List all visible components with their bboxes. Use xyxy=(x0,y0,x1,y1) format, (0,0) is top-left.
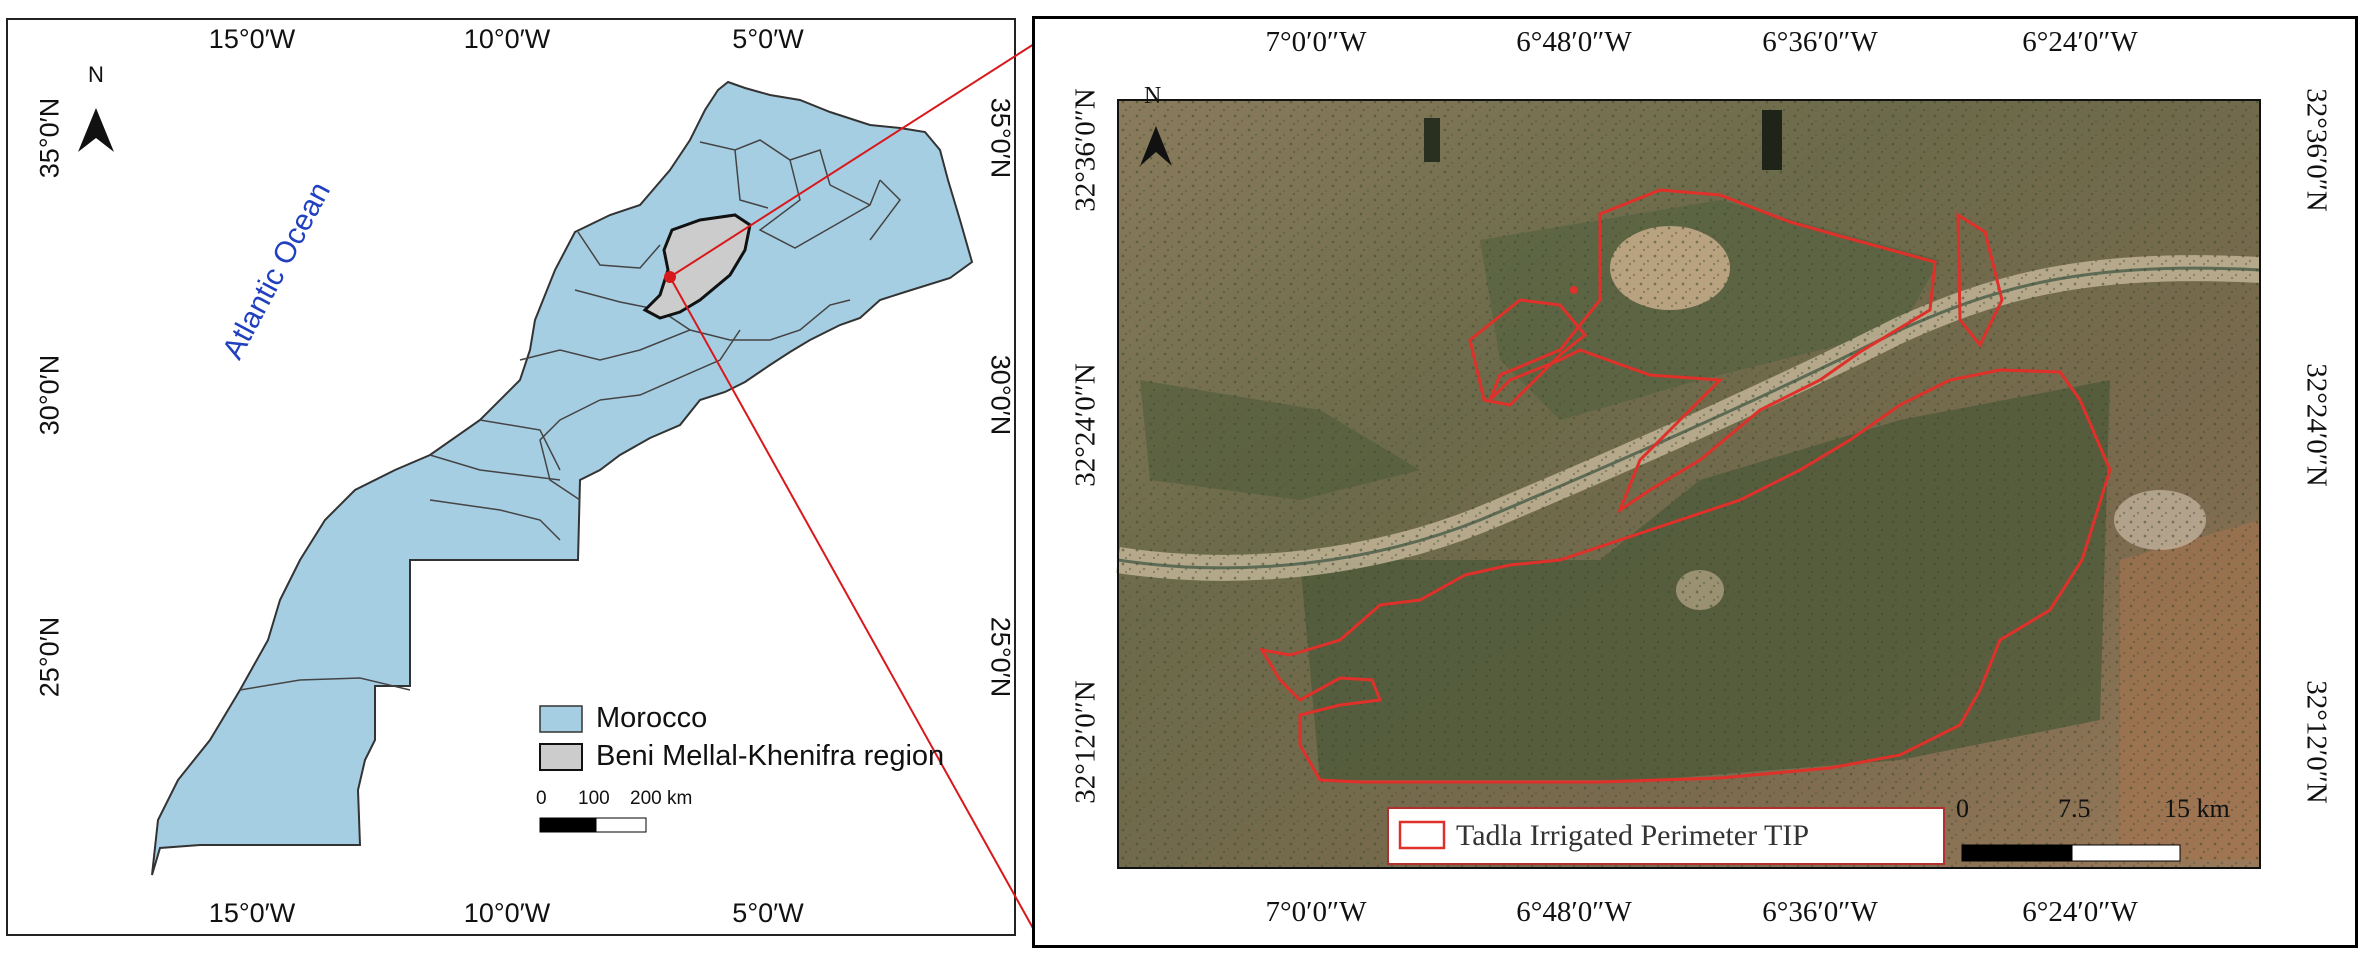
right-top-lon-label: 6°24′0″W xyxy=(2022,26,2138,58)
left-top-lon-label: 5°0′W xyxy=(732,24,804,54)
scale-tick-label: 200 km xyxy=(630,788,693,809)
right-scale-tick-label: 0 xyxy=(1956,794,1969,823)
legend-swatch-morocco xyxy=(539,705,583,733)
scale-tick-label: 0 xyxy=(536,788,547,809)
right-scale-bar-black xyxy=(1961,844,2073,862)
tip-marker xyxy=(1570,286,1578,294)
right-scale-bar-white xyxy=(2071,844,2181,862)
tip-boundary-northwest xyxy=(1468,298,1588,407)
tip-legend-swatch xyxy=(1398,820,1446,850)
right-bottom-lon-label: 7°0′0″W xyxy=(1265,896,1367,928)
morocco-map-svg xyxy=(78,43,1035,931)
tip-legend-box xyxy=(1387,807,1945,865)
right-scale-tick-label: 7.5 xyxy=(2058,794,2091,823)
north-label: N xyxy=(88,62,104,87)
tip-boundary xyxy=(1259,188,2112,784)
tip-boundary-northeast xyxy=(1956,212,2004,348)
left-bottom-lon-label: 5°0′W xyxy=(732,898,804,928)
right-top-lon-label: 6°48′0″W xyxy=(1516,26,1632,58)
tip-boundary-south xyxy=(1259,368,2112,784)
right-bottom-lon-label: 6°36′0″W xyxy=(1762,896,1878,928)
scale-bar-white xyxy=(595,817,647,833)
zoom-line-bottom xyxy=(669,276,1035,931)
right-top-lon-label: 7°0′0″W xyxy=(1265,26,1367,58)
morocco-polygon xyxy=(151,80,974,876)
right-bottom-lon-label: 6°24′0″W xyxy=(2022,896,2138,928)
left-top-lon-label: 10°0′W xyxy=(463,24,551,54)
north-arrow-icon xyxy=(1140,126,1172,166)
left-top-lon-label: 15°0′W xyxy=(208,24,296,54)
left-bottom-lon-label: 10°0′W xyxy=(463,898,551,928)
tip-legend-label: Tadla Irrigated Perimeter TIP xyxy=(1456,819,1810,852)
right-top-lon-label: 6°36′0″W xyxy=(1762,26,1878,58)
zoom-line-top xyxy=(669,43,1035,278)
legend-swatch-region xyxy=(539,743,583,771)
north-arrow-icon xyxy=(78,108,114,152)
right-scale-tick-label: 15 km xyxy=(2164,794,2230,823)
legend-label-region: Beni Mellal-Khenifra region xyxy=(596,740,945,772)
legend-label-morocco: Morocco xyxy=(596,702,708,734)
right-bottom-lon-label: 6°48′0″W xyxy=(1516,896,1632,928)
satellite-image xyxy=(1116,99,2261,869)
left-bottom-lon-label: 15°0′W xyxy=(208,898,296,928)
scale-tick-label: 100 xyxy=(578,788,610,809)
internal-boundaries xyxy=(239,139,901,691)
right-north-label: N xyxy=(1144,83,1162,109)
